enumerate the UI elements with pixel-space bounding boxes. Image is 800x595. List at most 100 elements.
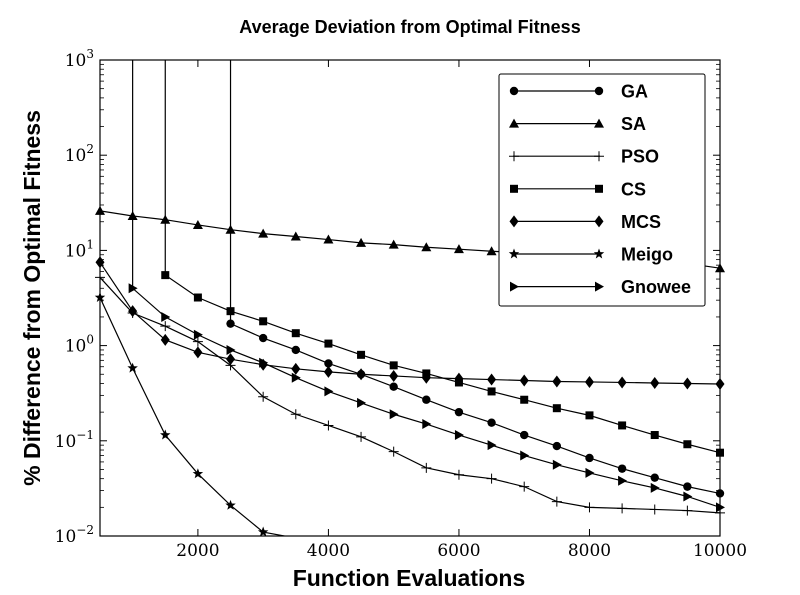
data-point-pso bbox=[551, 496, 562, 507]
data-point-pso bbox=[453, 469, 464, 480]
data-point-mcs bbox=[584, 375, 594, 388]
data-point-mcs bbox=[356, 368, 366, 381]
data-point-pso bbox=[584, 502, 595, 513]
data-point-mcs bbox=[128, 305, 138, 318]
x-tick-label: 10000 bbox=[693, 541, 747, 561]
data-point-sa bbox=[225, 224, 236, 234]
data-point-ga bbox=[324, 359, 333, 368]
data-point-gnowee bbox=[389, 409, 399, 420]
x-tick-label: 4000 bbox=[307, 541, 350, 561]
data-point-cs bbox=[357, 350, 366, 359]
data-point-meigo bbox=[160, 429, 171, 440]
data-point-mcs bbox=[487, 373, 497, 386]
data-point-cs bbox=[683, 440, 692, 449]
data-point-gnowee bbox=[357, 397, 367, 408]
data-point-mcs bbox=[323, 365, 333, 378]
data-point-mcs bbox=[421, 371, 431, 384]
data-point-gnowee bbox=[226, 344, 236, 355]
data-point-cs bbox=[161, 271, 170, 280]
data-point-cs bbox=[259, 317, 268, 326]
legend-label-ga: GA bbox=[621, 82, 648, 102]
data-point-mcs bbox=[552, 375, 562, 388]
legend-marker-mcs bbox=[594, 215, 604, 228]
data-point-sa bbox=[192, 219, 203, 229]
data-point-gnowee bbox=[683, 491, 693, 502]
legend-marker-ga bbox=[509, 86, 519, 96]
legend-label-gnowee: Gnowee bbox=[621, 277, 691, 297]
legend-marker-cs bbox=[510, 184, 518, 193]
data-point-ga bbox=[258, 333, 268, 343]
data-point-pso bbox=[356, 431, 367, 442]
x-tick-label: 8000 bbox=[568, 541, 611, 561]
tick-layer: 2000 4000 6000 8000 10000 10−2 10−1 100 101 102 10… bbox=[55, 47, 747, 561]
data-point-pso bbox=[192, 336, 203, 347]
data-point-mcs bbox=[650, 376, 660, 389]
plot-frame bbox=[99, 59, 721, 537]
data-point-gnowee bbox=[422, 419, 432, 430]
data-point-gnowee bbox=[454, 430, 464, 441]
data-point-cs bbox=[193, 293, 202, 302]
data-point-gnowee bbox=[520, 450, 530, 461]
data-point-cs bbox=[618, 421, 627, 430]
data-point-pso bbox=[323, 420, 334, 431]
data-point-cs bbox=[291, 329, 300, 338]
data-point-sa bbox=[453, 244, 464, 254]
x-axis-label: Function Evaluations bbox=[293, 565, 526, 591]
y-tick-label: 10−1 bbox=[55, 428, 94, 452]
data-point-mcs bbox=[193, 346, 203, 359]
data-point-gnowee bbox=[552, 459, 562, 470]
data-point-sa bbox=[323, 234, 334, 244]
data-point-sa bbox=[421, 242, 432, 252]
data-point-pso bbox=[388, 446, 399, 457]
legend-marker-cs bbox=[595, 184, 603, 193]
y-tick-label: 10−2 bbox=[55, 523, 94, 547]
legend-marker-meigo bbox=[593, 248, 605, 259]
legend-marker-meigo bbox=[508, 248, 520, 259]
data-point-mcs bbox=[454, 372, 464, 385]
data-point-pso bbox=[617, 503, 628, 514]
data-point-ga bbox=[650, 473, 659, 482]
legend: GA SA PSO CS MCS Meigo Gnowee bbox=[498, 73, 706, 307]
data-point-cs bbox=[389, 361, 398, 370]
data-point-pso bbox=[421, 462, 432, 473]
y-tick-label: 101 bbox=[65, 237, 94, 261]
data-point-sa bbox=[356, 237, 367, 247]
legend-marker-gnowee bbox=[510, 281, 519, 292]
legend-label-mcs: MCS bbox=[621, 212, 661, 232]
data-point-ga bbox=[585, 453, 594, 463]
data-point-pso bbox=[258, 391, 269, 402]
data-point-cs bbox=[585, 411, 594, 420]
chart-title: Average Deviation from Optimal Fitness bbox=[239, 17, 580, 37]
data-point-gnowee bbox=[259, 357, 269, 368]
data-point-ga bbox=[226, 319, 235, 328]
data-point-gnowee bbox=[324, 386, 334, 397]
y-tick-label: 100 bbox=[65, 333, 94, 357]
data-point-mcs bbox=[226, 353, 236, 366]
series-line-gnowee bbox=[132, 60, 720, 508]
legend-marker-pso bbox=[509, 151, 519, 162]
data-point-mcs bbox=[160, 333, 170, 346]
data-point-ga bbox=[422, 395, 431, 404]
data-point-ga bbox=[291, 345, 300, 355]
legend-marker-gnowee bbox=[595, 281, 604, 292]
data-point-cs bbox=[552, 404, 561, 413]
data-point-cs bbox=[520, 395, 529, 404]
data-point-meigo bbox=[257, 526, 269, 537]
data-point-ga bbox=[454, 407, 464, 417]
data-point-pso bbox=[519, 481, 530, 492]
legend-label-meigo: Meigo bbox=[621, 245, 673, 265]
data-point-sa bbox=[127, 210, 138, 220]
legend-marker-pso bbox=[594, 151, 604, 162]
data-point-meigo bbox=[192, 468, 204, 479]
data-point-cs bbox=[650, 431, 659, 440]
x-tick-label: 2000 bbox=[176, 541, 219, 561]
data-point-ga bbox=[552, 441, 562, 451]
data-point-pso bbox=[486, 473, 497, 484]
data-point-gnowee bbox=[650, 482, 660, 493]
x-tick-label: 6000 bbox=[437, 541, 480, 561]
data-point-sa bbox=[258, 228, 269, 238]
data-point-mcs bbox=[291, 362, 301, 375]
data-point-ga bbox=[487, 418, 496, 427]
legend-marker-sa bbox=[594, 118, 604, 128]
data-point-cs bbox=[324, 339, 333, 348]
